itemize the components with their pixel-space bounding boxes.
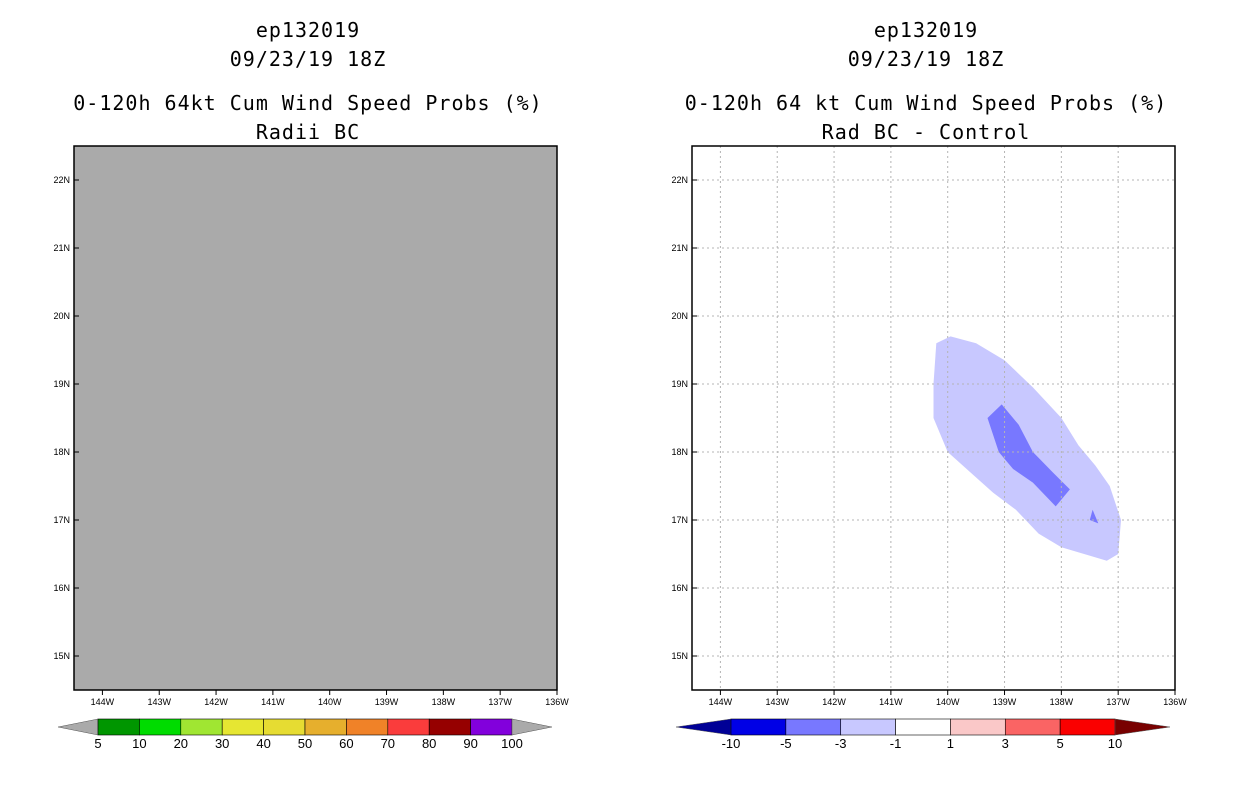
colorbar-right-arrow [1114, 718, 1171, 736]
right-panel: ep132019 09/23/19 18Z 0-120h 64 kt Cum W… [671, 18, 1187, 751]
left-title-line-3: 0-120h 64kt Cum Wind Speed Probs (%) [73, 91, 542, 115]
right-colorbar: -10 -5 -3 -1 1 3 5 10 [675, 718, 1171, 751]
y-tick-label: 19N [671, 379, 688, 389]
colorbar-label: 70 [381, 736, 395, 751]
colorbar-label: 1 [947, 736, 954, 751]
contour-region-2 [1089, 509, 1099, 524]
colorbar-label: 10 [1108, 736, 1122, 751]
y-tick-label: 19N [53, 379, 70, 389]
x-tick-label: 143W [765, 697, 789, 707]
contour-region-1 [987, 404, 1070, 507]
colorbar-label: 30 [215, 736, 229, 751]
x-tick-label: 142W [204, 697, 228, 707]
y-tick-label: 22N [53, 175, 70, 185]
left-colorbar: 5 10 20 30 40 50 60 70 80 90 100 [57, 718, 553, 751]
x-tick-label: 139W [993, 697, 1017, 707]
colorbar-swatch [785, 718, 842, 736]
colorbar-left-arrow [57, 718, 99, 736]
colorbar-swatch [304, 718, 347, 736]
colorbar-swatch [346, 718, 389, 736]
left-panel: ep132019 09/23/19 18Z 0-120h 64kt Cum Wi… [53, 18, 569, 751]
colorbar-swatch [263, 718, 306, 736]
colorbar-swatch [387, 718, 430, 736]
left-title-line-1: ep132019 [256, 18, 360, 42]
colorbar-swatch [1004, 718, 1061, 736]
right-title-line-3: 0-120h 64 kt Cum Wind Speed Probs (%) [685, 91, 1168, 115]
x-tick-label: 141W [261, 697, 285, 707]
plot-background [74, 146, 557, 690]
colorbar-label: 5 [94, 736, 101, 751]
x-tick-label: 139W [375, 697, 399, 707]
colorbar-label: -1 [890, 736, 902, 751]
colorbar-swatch [97, 718, 140, 736]
colorbar-swatch [1059, 718, 1116, 736]
colorbar-swatch [950, 718, 1006, 736]
colorbar-swatch [428, 718, 471, 736]
x-tick-label: 137W [488, 697, 512, 707]
y-tick-label: 16N [53, 583, 70, 593]
x-tick-label: 144W [91, 697, 115, 707]
x-tick-label: 136W [1163, 697, 1187, 707]
colorbar-label: 10 [132, 736, 146, 751]
right-title-line-1: ep132019 [874, 18, 978, 42]
x-tick-label: 141W [879, 697, 903, 707]
x-tick-label: 144W [709, 697, 733, 707]
colorbar-label: 80 [422, 736, 436, 751]
colorbar-swatch [221, 718, 264, 736]
x-tick-label: 137W [1106, 697, 1130, 707]
colorbar-right-arrow [511, 718, 553, 736]
right-plot-area: 144W 143W 142W 141W 140W 139W 138W 137W 136W 15N 1… [671, 145, 1187, 707]
x-tick-label: 138W [1050, 697, 1074, 707]
colorbar-swatch [895, 718, 951, 736]
colorbar-left-arrow [675, 718, 732, 736]
x-tick-label: 140W [318, 697, 342, 707]
colorbar-label: 5 [1057, 736, 1064, 751]
colorbar-swatch [470, 718, 513, 736]
x-tick-label: 140W [936, 697, 960, 707]
y-tick-label: 15N [671, 651, 688, 661]
colorbar-swatch [180, 718, 223, 736]
y-tick-label: 17N [671, 515, 688, 525]
colorbar-swatch [840, 718, 896, 736]
right-title-line-2: 09/23/19 18Z [848, 47, 1005, 71]
colorbar-swatch [730, 718, 787, 736]
y-tick-label: 16N [671, 583, 688, 593]
plot-frame [73, 145, 558, 691]
y-tick-label: 21N [53, 243, 70, 253]
colorbar-swatch [139, 718, 182, 736]
y-tick-label: 17N [53, 515, 70, 525]
x-tick-label: 136W [545, 697, 569, 707]
y-tick-label: 15N [53, 651, 70, 661]
colorbar-label: 60 [339, 736, 353, 751]
x-tick-label: 138W [432, 697, 456, 707]
colorbar-label: 3 [1002, 736, 1009, 751]
y-tick-label: 18N [671, 447, 688, 457]
x-tick-label: 142W [822, 697, 846, 707]
left-plot-area: 144W 143W 142W 141W 140W 139W 138W 137W 136W 15N 1… [53, 145, 569, 707]
left-title-line-4: Radii BC [256, 120, 360, 144]
plot-frame [691, 145, 1176, 691]
y-tick-label: 18N [53, 447, 70, 457]
colorbar-label: -10 [722, 736, 741, 751]
y-tick-label: 22N [671, 175, 688, 185]
colorbar-label: 90 [463, 736, 477, 751]
colorbar-label: 40 [256, 736, 270, 751]
colorbar-label: 20 [174, 736, 188, 751]
y-tick-label: 20N [53, 311, 70, 321]
colorbar-label: 50 [298, 736, 312, 751]
left-title-line-2: 09/23/19 18Z [230, 47, 387, 71]
x-tick-label: 143W [147, 697, 171, 707]
right-title-line-4: Rad BC - Control [822, 120, 1031, 144]
colorbar-label: 100 [501, 736, 523, 751]
y-tick-label: 20N [671, 311, 688, 321]
y-tick-label: 21N [671, 243, 688, 253]
colorbar-label: -3 [835, 736, 847, 751]
colorbar-label: -5 [780, 736, 792, 751]
